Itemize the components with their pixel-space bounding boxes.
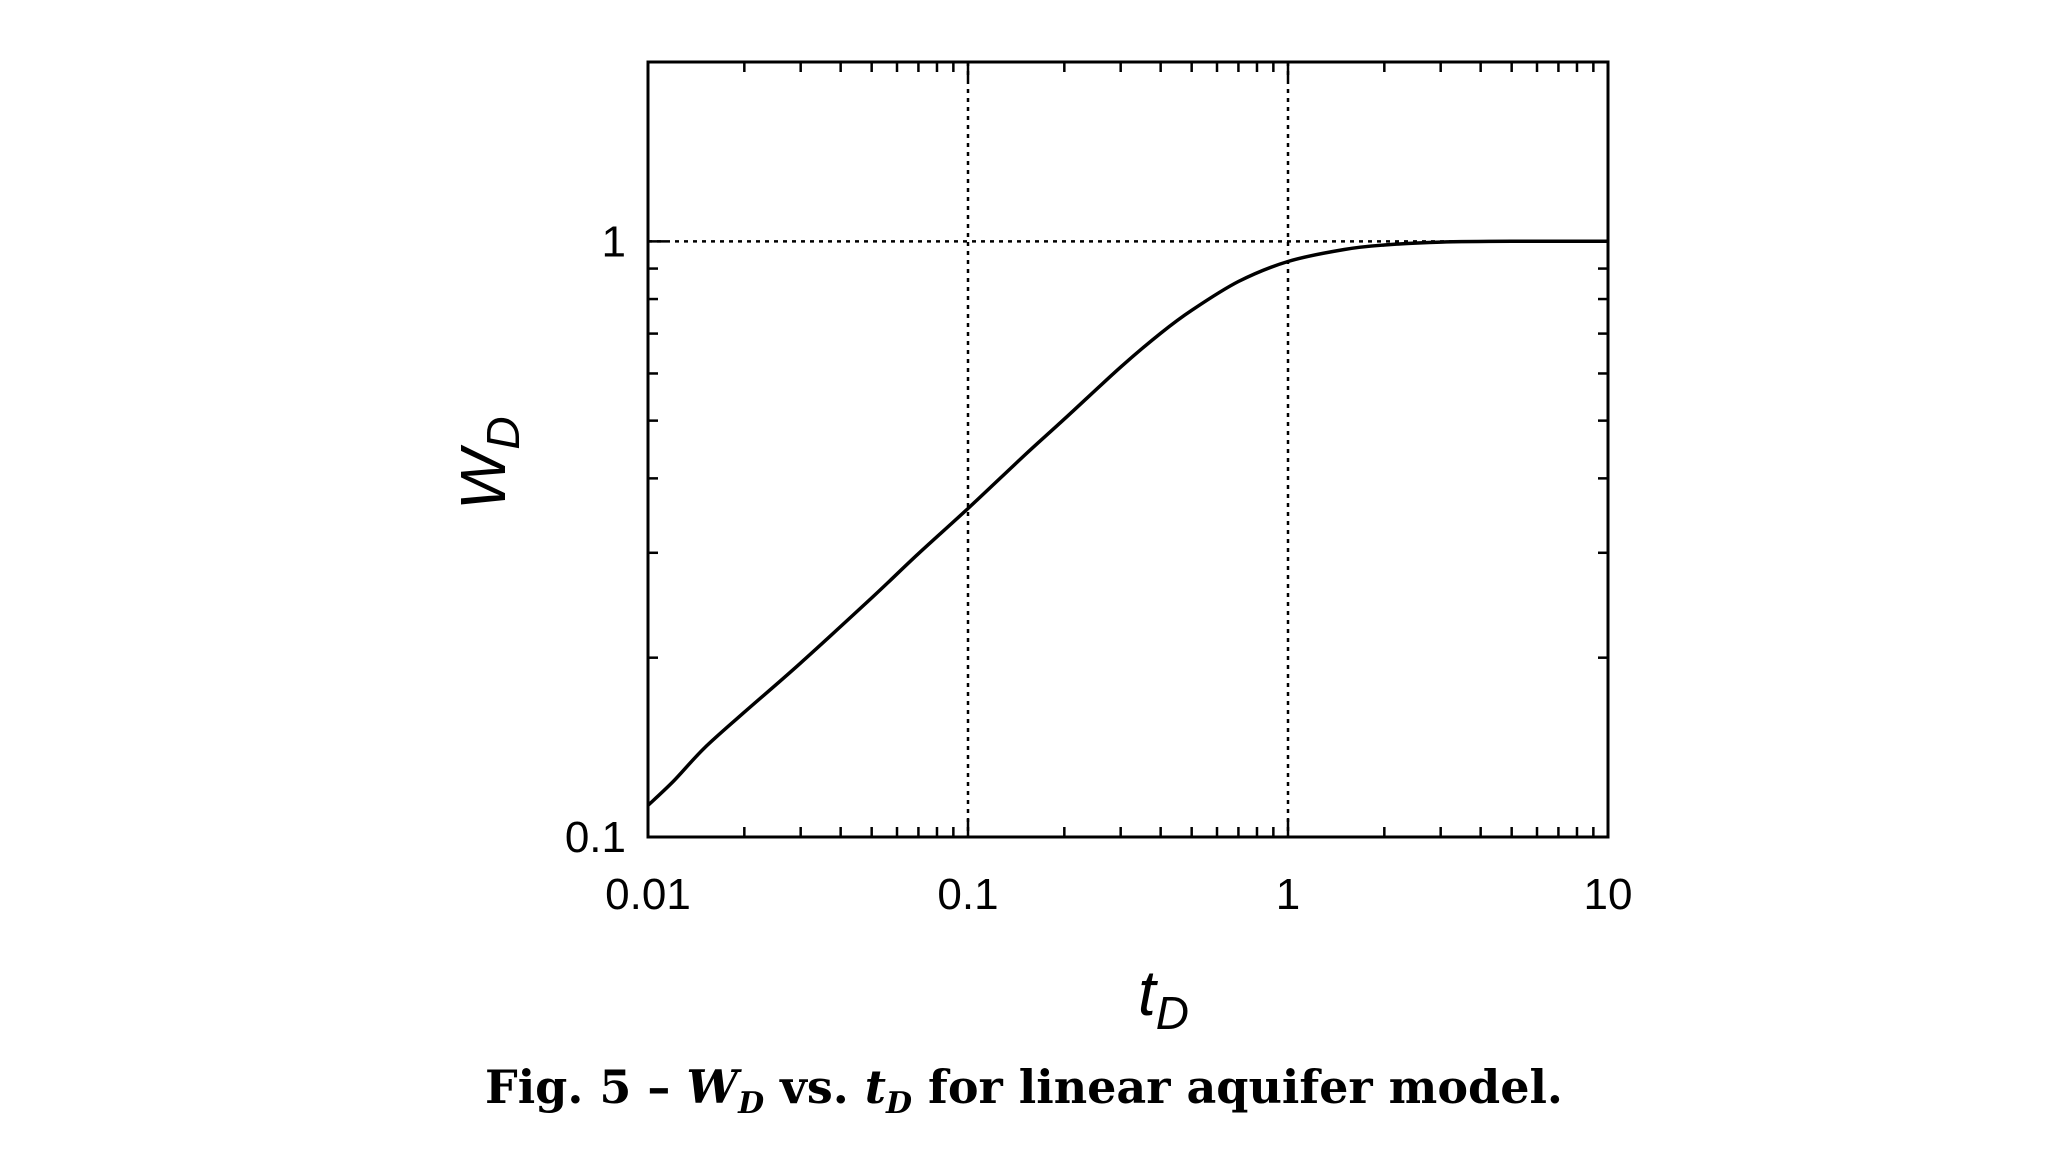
y-tick-labels: 0.11 — [565, 217, 626, 862]
grid-lines — [648, 62, 1608, 837]
y-tick-label: 0.1 — [565, 813, 626, 862]
caption-middle: vs. — [780, 1060, 849, 1114]
x-tick-label: 0.01 — [605, 870, 691, 919]
x-tick-label: 1 — [1276, 870, 1300, 919]
caption-wd: WD — [686, 1060, 765, 1121]
caption-prefix: Fig. 5 – — [485, 1060, 671, 1114]
caption-td: tD — [864, 1060, 913, 1121]
x-axis-label: tD — [1138, 957, 1189, 1039]
y-tick-label: 1 — [602, 217, 626, 266]
y-axis-label: WD — [447, 416, 529, 510]
minor-ticks — [646, 60, 1608, 839]
x-tick-labels: 0.01 0.1 1 10 — [605, 870, 1632, 919]
x-tick-label: 0.1 — [937, 870, 998, 919]
plot-frame — [646, 60, 1610, 839]
caption-suffix: for linear aquifer model. — [928, 1060, 1563, 1114]
wd-curve-line — [646, 239, 1609, 807]
figure-caption: Fig. 5 – WD vs. tD for linear aquifer mo… — [0, 1060, 2048, 1121]
x-tick-label: 10 — [1584, 870, 1633, 919]
